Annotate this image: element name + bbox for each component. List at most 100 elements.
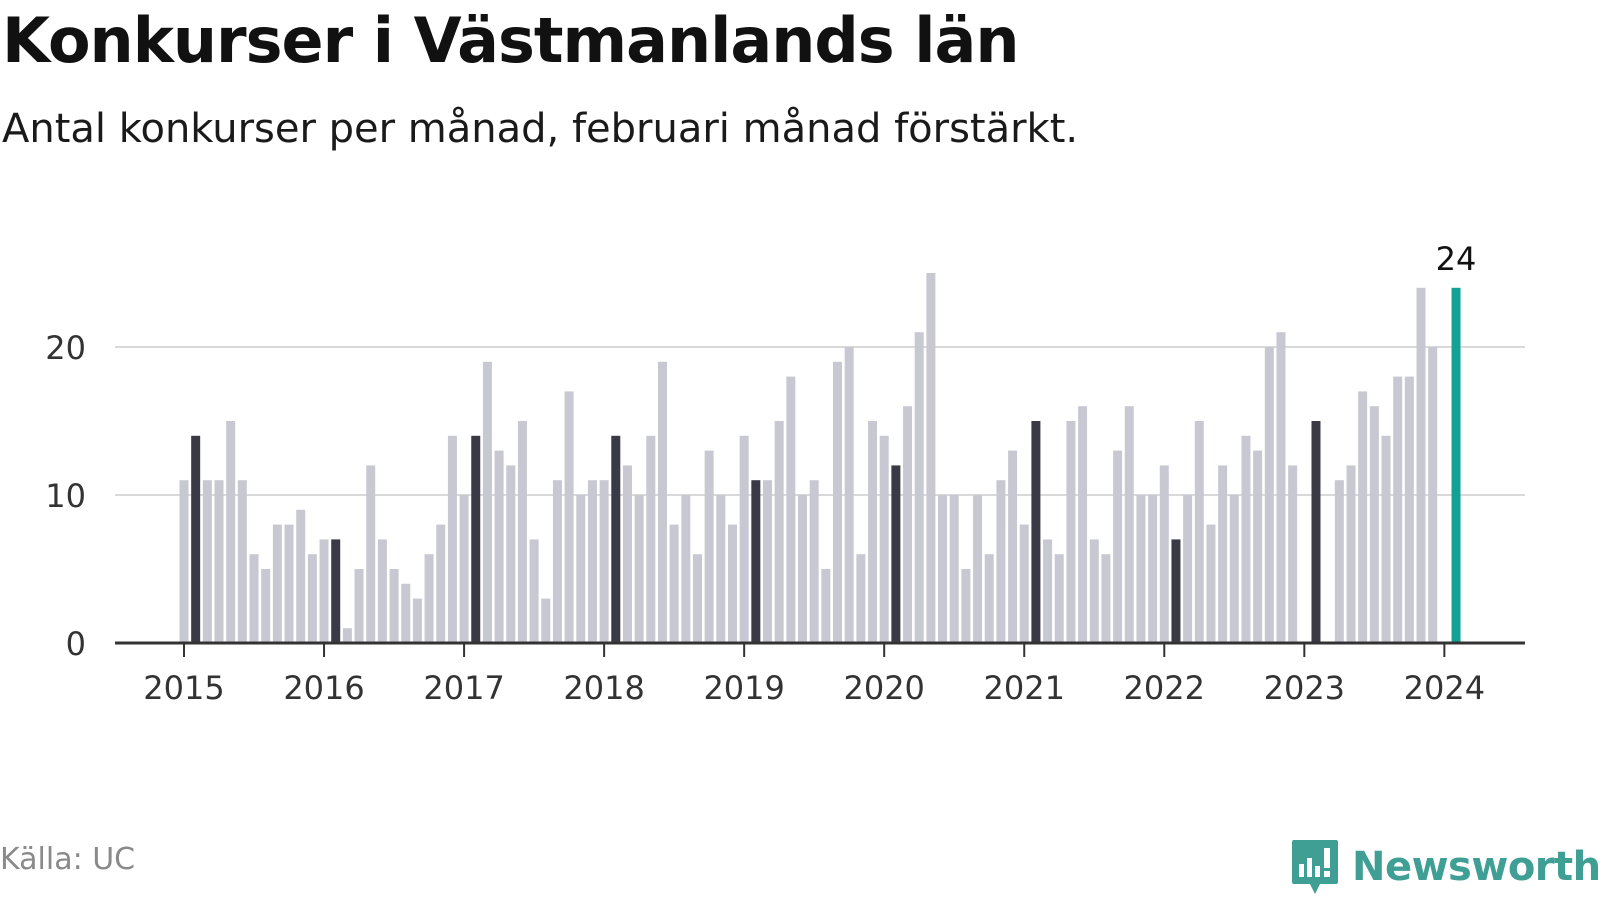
bar-2016-07 bbox=[389, 569, 399, 643]
bar-2019-07 bbox=[809, 480, 819, 643]
bar-2018-08 bbox=[681, 495, 691, 643]
bar-2016-03 bbox=[342, 628, 352, 643]
bar-2016-01 bbox=[319, 539, 329, 643]
bar-2017-10 bbox=[564, 391, 574, 643]
bar-2018-10 bbox=[704, 450, 714, 643]
bar-2023-06 bbox=[1358, 391, 1368, 643]
bar-2016-12 bbox=[447, 435, 457, 643]
bar-2023-02 bbox=[1311, 421, 1321, 643]
bar-2020-11 bbox=[996, 480, 1006, 643]
bar-2015-07 bbox=[249, 554, 259, 643]
bar-2017-04 bbox=[494, 450, 504, 643]
bar-2023-04 bbox=[1334, 480, 1344, 643]
chart-subtitle: Antal konkurser per månad, februari måna… bbox=[2, 106, 1079, 152]
bar-2022-03 bbox=[1183, 495, 1193, 643]
bar-2019-12 bbox=[868, 421, 878, 643]
bar-2022-04 bbox=[1194, 421, 1204, 643]
bar-2020-01 bbox=[879, 435, 889, 643]
bar-2018-05 bbox=[646, 435, 656, 643]
bar-2020-10 bbox=[984, 554, 994, 643]
bar-2021-08 bbox=[1101, 554, 1111, 643]
bar-2022-12 bbox=[1288, 465, 1298, 643]
bar-2017-02 bbox=[471, 435, 481, 643]
bar-2021-10 bbox=[1124, 406, 1134, 643]
bar-2015-01 bbox=[179, 480, 189, 643]
bar-2021-03 bbox=[1043, 539, 1053, 643]
bar-2016-10 bbox=[424, 554, 434, 643]
bar-2022-09 bbox=[1253, 450, 1263, 643]
bar-2015-06 bbox=[237, 480, 247, 643]
bar-2021-06 bbox=[1078, 406, 1088, 643]
bar-2023-11 bbox=[1416, 287, 1426, 643]
newsworthy-logo: Newsworthy bbox=[1290, 838, 1600, 896]
bar-2015-10 bbox=[284, 524, 294, 643]
bar-2021-09 bbox=[1113, 450, 1123, 643]
bar-2022-08 bbox=[1241, 435, 1251, 643]
bar-2016-04 bbox=[354, 569, 364, 643]
bar-2020-06 bbox=[938, 495, 948, 643]
bar-2019-08 bbox=[821, 569, 831, 643]
x-tick-label-2019: 2019 bbox=[703, 669, 784, 707]
x-tick-label-2021: 2021 bbox=[984, 669, 1065, 707]
brand-name: Newsworthy bbox=[1352, 844, 1600, 890]
bar-2024-02 bbox=[1451, 287, 1461, 643]
y-tick-label-10: 10 bbox=[45, 477, 86, 515]
bar-2016-02 bbox=[331, 539, 341, 643]
bar-2021-12 bbox=[1148, 495, 1158, 643]
bar-2020-08 bbox=[961, 569, 971, 643]
bar-2021-07 bbox=[1089, 539, 1099, 643]
bar-2019-06 bbox=[798, 495, 808, 643]
x-tick-label-2020: 2020 bbox=[843, 669, 924, 707]
bar-2017-09 bbox=[552, 480, 562, 643]
bar-2018-07 bbox=[669, 524, 679, 643]
bar-2015-05 bbox=[226, 421, 236, 643]
bar-2023-12 bbox=[1428, 347, 1438, 643]
x-tick-label-2017: 2017 bbox=[423, 669, 504, 707]
bar-2021-11 bbox=[1136, 495, 1146, 643]
bar-2019-11 bbox=[856, 554, 866, 643]
bar-2017-05 bbox=[506, 465, 516, 643]
x-tick-label-2018: 2018 bbox=[563, 669, 644, 707]
newsworthy-icon bbox=[1292, 840, 1338, 894]
bar-2020-04 bbox=[914, 332, 924, 643]
bar-2016-05 bbox=[366, 465, 376, 643]
latest-value-label: 24 bbox=[1436, 240, 1477, 278]
bar-2021-02 bbox=[1031, 421, 1041, 643]
bar-2018-11 bbox=[716, 495, 726, 643]
x-tick-label-2023: 2023 bbox=[1264, 669, 1345, 707]
bar-2023-10 bbox=[1404, 376, 1414, 643]
bar-2015-11 bbox=[296, 509, 306, 643]
bar-2015-08 bbox=[261, 569, 271, 643]
bar-2017-11 bbox=[576, 495, 586, 643]
bar-2022-06 bbox=[1218, 465, 1228, 643]
bar-2018-06 bbox=[657, 361, 667, 643]
bar-2019-02 bbox=[751, 480, 761, 643]
bar-2017-03 bbox=[482, 361, 492, 643]
bar-2018-04 bbox=[634, 495, 644, 643]
x-tick-label-2015: 2015 bbox=[143, 669, 224, 707]
bar-2018-01 bbox=[599, 480, 609, 643]
bar-2017-06 bbox=[517, 421, 527, 643]
bar-2023-09 bbox=[1393, 376, 1403, 643]
bar-2020-05 bbox=[926, 273, 936, 643]
bar-2015-03 bbox=[202, 480, 212, 643]
bar-2022-01 bbox=[1159, 465, 1169, 643]
bar-2020-07 bbox=[949, 495, 959, 643]
bar-2017-12 bbox=[587, 480, 597, 643]
bar-2020-12 bbox=[1008, 450, 1018, 643]
bar-2023-05 bbox=[1346, 465, 1356, 643]
bar-2018-12 bbox=[727, 524, 737, 643]
x-tick-label-2022: 2022 bbox=[1124, 669, 1205, 707]
bar-2023-07 bbox=[1369, 406, 1379, 643]
bar-2016-08 bbox=[401, 583, 411, 643]
bar-2016-11 bbox=[436, 524, 446, 643]
bar-2017-08 bbox=[541, 598, 551, 643]
bar-2021-05 bbox=[1066, 421, 1076, 643]
bar-2022-02 bbox=[1171, 539, 1181, 643]
source-note: Källa: UC bbox=[0, 842, 136, 877]
bar-2022-10 bbox=[1264, 347, 1274, 643]
bar-2016-06 bbox=[377, 539, 387, 643]
bar-2018-02 bbox=[611, 435, 621, 643]
x-tick-label-2016: 2016 bbox=[283, 669, 364, 707]
